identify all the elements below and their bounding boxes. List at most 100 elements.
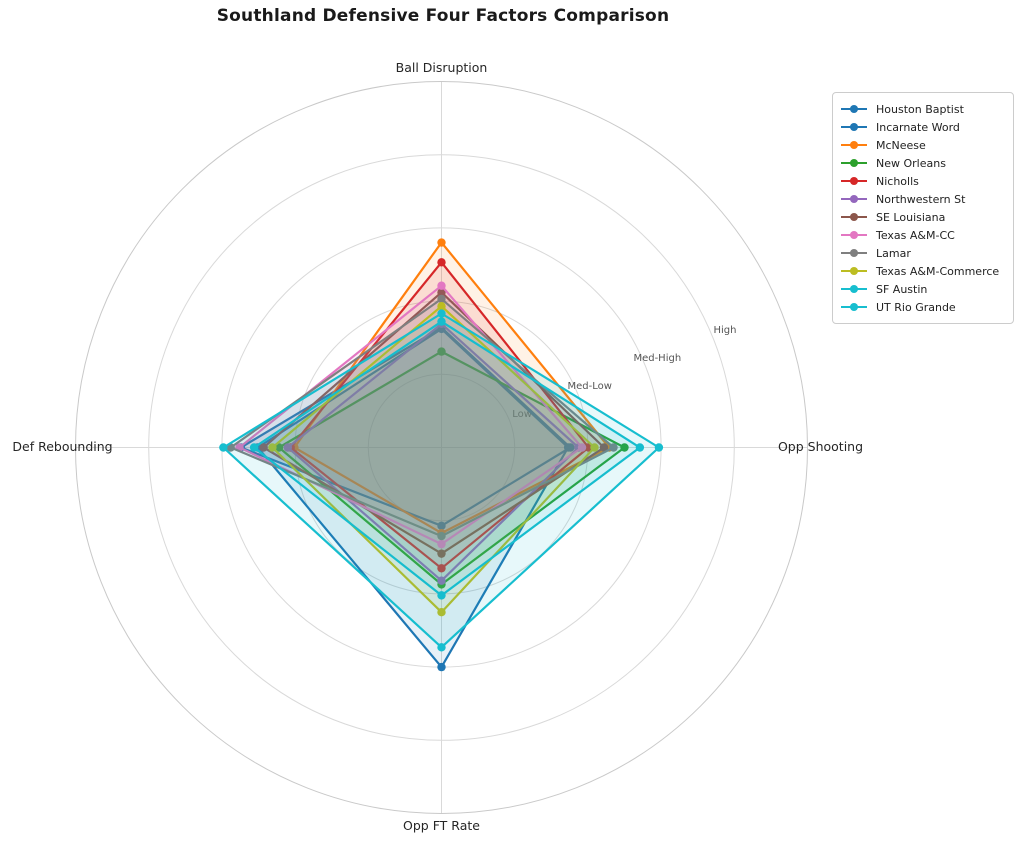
data-point-marker — [620, 443, 629, 452]
data-point-marker — [437, 281, 446, 290]
legend-marker-dot — [850, 105, 858, 113]
legend-item-label: Nicholls — [876, 174, 919, 188]
legend-marker-icon — [841, 230, 867, 240]
radial-tick-label: Low — [512, 409, 532, 420]
data-point-marker — [437, 531, 446, 541]
legend-item: Lamar — [841, 244, 1005, 262]
legend-item: Houston Baptist — [841, 100, 1005, 118]
data-point-marker — [437, 317, 446, 326]
data-point-marker — [577, 443, 587, 452]
legend-item-label: SE Louisiana — [876, 210, 946, 224]
legend-marker-icon — [841, 302, 867, 312]
axis-label: Ball Disruption — [396, 60, 488, 75]
series-fill — [254, 321, 640, 596]
legend-item: Texas A&M-Commerce — [841, 262, 1005, 280]
data-point-marker — [437, 258, 446, 267]
axis-label: Opp Shooting — [778, 439, 863, 454]
legend-marker-icon — [841, 122, 867, 132]
data-point-marker — [437, 662, 446, 672]
data-point-marker — [437, 288, 446, 297]
data-point-marker — [437, 302, 446, 311]
legend-item-label: Houston Baptist — [876, 102, 964, 116]
legend-marker-dot — [850, 195, 858, 203]
legend-item: SF Austin — [841, 280, 1005, 298]
legend-marker-icon — [841, 140, 867, 150]
legend-marker-dot — [850, 123, 858, 131]
legend-marker-dot — [850, 231, 858, 239]
legend-item-label: UT Rio Grande — [876, 300, 956, 314]
radial-tick-label: Med-Low — [567, 381, 611, 392]
data-point-marker — [437, 608, 446, 617]
legend-marker-icon — [841, 212, 867, 222]
legend-marker-icon — [841, 176, 867, 186]
series-fill — [263, 292, 604, 554]
data-point-marker — [249, 443, 259, 452]
radial-tick-label: Med-High — [633, 353, 681, 364]
legend-item-label: McNeese — [876, 138, 926, 152]
data-point-marker — [437, 309, 446, 318]
legend-marker-dot — [850, 303, 858, 311]
outer-spine-circle — [75, 81, 808, 814]
data-point-marker — [437, 549, 446, 558]
legend-marker-icon — [841, 266, 867, 276]
data-point-marker — [437, 238, 446, 247]
legend-marker-dot — [850, 213, 858, 221]
legend-item: Northwestern St — [841, 190, 1005, 208]
grid-circle — [148, 154, 735, 741]
legend-marker-icon — [841, 284, 867, 294]
data-point-marker — [437, 591, 446, 600]
series-fill — [287, 323, 579, 581]
data-point-marker — [599, 443, 609, 452]
legend-item: UT Rio Grande — [841, 298, 1005, 316]
legend-marker-icon — [841, 194, 867, 204]
legend: Houston Baptist Incarnate Word McNeese New … — [832, 92, 1014, 324]
legend-item-label: New Orleans — [876, 156, 946, 170]
data-point-marker — [219, 443, 228, 452]
series-fill — [223, 313, 659, 648]
legend-marker-dot — [850, 285, 858, 293]
legend-item: McNeese — [841, 136, 1005, 154]
data-point-marker — [437, 564, 446, 573]
legend-marker-dot — [850, 177, 858, 185]
axis-label: Def Rebounding — [12, 439, 112, 454]
data-point-marker — [437, 643, 446, 652]
legend-item: Texas A&M-CC — [841, 226, 1005, 244]
legend-item-label: Incarnate Word — [876, 120, 960, 134]
legend-marker-dot — [850, 159, 858, 167]
data-point-marker — [566, 443, 575, 452]
series-fill — [294, 242, 610, 534]
data-point-marker — [635, 443, 645, 452]
data-point-marker — [259, 443, 268, 452]
data-point-marker — [268, 443, 277, 452]
legend-item: SE Louisiana — [841, 208, 1005, 226]
legend-item-label: SF Austin — [876, 282, 928, 296]
axis-label: Opp FT Rate — [403, 818, 480, 833]
data-point-marker — [437, 539, 446, 549]
radial-tick-label: High — [713, 325, 736, 336]
legend-marker-dot — [850, 141, 858, 149]
legend-item: Nicholls — [841, 172, 1005, 190]
data-point-marker — [590, 443, 599, 452]
grid-circle — [367, 373, 516, 522]
data-point-marker — [274, 443, 284, 452]
legend-marker-dot — [850, 267, 858, 275]
series-fill — [290, 262, 589, 569]
legend-item: New Orleans — [841, 154, 1005, 172]
series-fill — [230, 298, 614, 537]
data-point-marker — [283, 443, 292, 452]
legend-marker-icon — [841, 104, 867, 114]
legend-marker-icon — [841, 158, 867, 168]
data-point-marker — [437, 347, 446, 356]
data-point-marker — [609, 443, 618, 452]
legend-item-label: Texas A&M-Commerce — [876, 264, 1000, 278]
legend-marker-icon — [841, 248, 867, 258]
legend-item-label: Texas A&M-CC — [876, 228, 955, 242]
data-point-marker — [437, 576, 446, 585]
legend-marker-dot — [850, 249, 858, 257]
series-fill — [272, 306, 595, 613]
data-point-marker — [437, 294, 446, 304]
chart-title: Southland Defensive Four Factors Compari… — [216, 6, 670, 26]
legend-item: Incarnate Word — [841, 118, 1005, 136]
